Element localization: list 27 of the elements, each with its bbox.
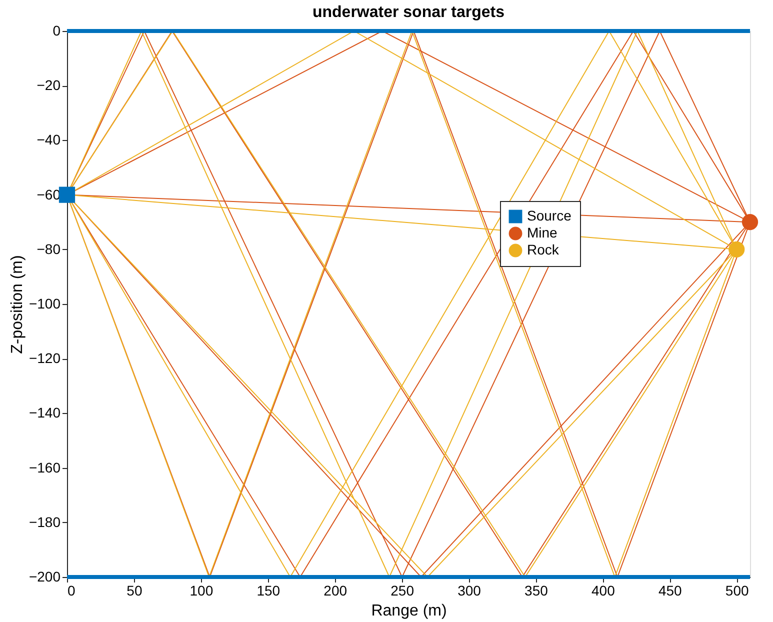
y-tick-label: −200	[28, 568, 61, 584]
y-tick-label: −80	[36, 240, 61, 257]
x-axis-title: Range (m)	[371, 602, 447, 620]
y-tick-label: −140	[28, 404, 61, 421]
x-tick-label: 150	[256, 582, 280, 598]
x-tick-label: 0	[68, 582, 76, 598]
x-tick-label: 350	[524, 582, 548, 598]
y-tick-label: −120	[28, 350, 61, 366]
x-tick-label: 50	[126, 582, 142, 598]
y-tick-label: −20	[36, 77, 61, 94]
y-tick-label: −100	[28, 296, 61, 312]
x-tick-label: 450	[658, 582, 682, 598]
x-tick-label: 300	[458, 582, 482, 598]
legend-label: Rock	[527, 242, 560, 258]
y-axis-title: Z-position (m)	[8, 255, 26, 354]
y-tick-label: −160	[28, 459, 61, 476]
x-tick-label: 250	[390, 582, 414, 598]
legend-label: Mine	[527, 224, 558, 240]
y-tick-label: 0	[52, 22, 61, 38]
y-tick-label: −180	[28, 514, 61, 530]
y-tick-label: −40	[36, 132, 61, 148]
x-tick-label: 100	[190, 582, 214, 598]
legend-label: Source	[527, 208, 572, 224]
x-tick-label: 500	[725, 582, 749, 598]
x-tick-label: 200	[324, 582, 348, 598]
chart-title: underwater sonar targets	[312, 4, 505, 21]
x-tick-label: 400	[592, 582, 616, 598]
